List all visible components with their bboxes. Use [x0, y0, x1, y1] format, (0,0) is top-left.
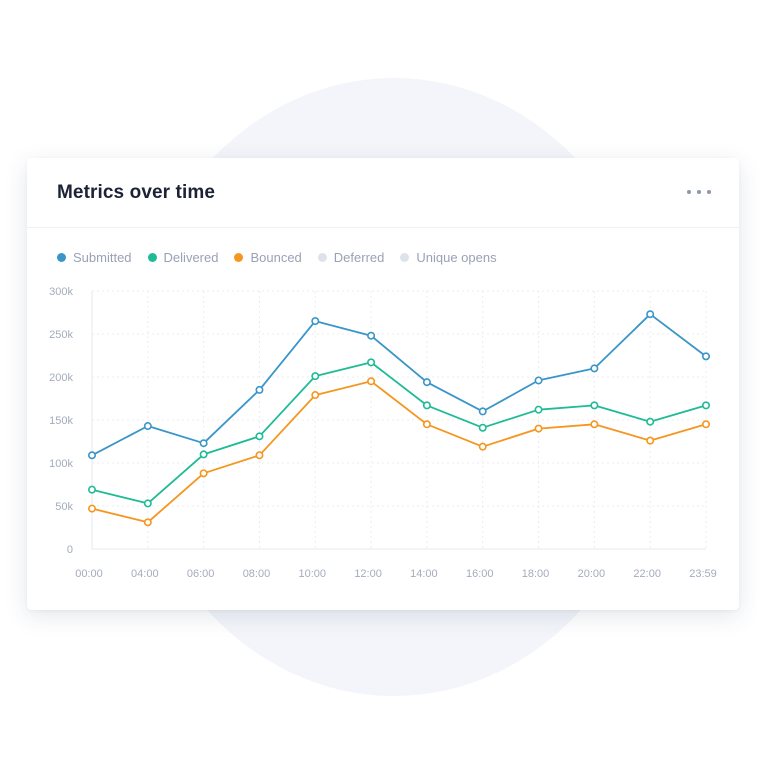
- legend-dot-icon: [147, 253, 157, 262]
- legend-label: Submitted: [73, 250, 132, 265]
- x-tick-label: 18:00: [522, 568, 550, 580]
- data-point[interactable]: [143, 499, 152, 508]
- card-title: Metrics over time: [57, 182, 215, 203]
- data-point[interactable]: [311, 391, 320, 400]
- data-point[interactable]: [143, 422, 152, 431]
- legend-label: Bounced: [250, 250, 302, 265]
- data-point[interactable]: [478, 442, 487, 451]
- more-options-button[interactable]: [687, 186, 711, 198]
- data-point[interactable]: [199, 469, 208, 478]
- data-point[interactable]: [143, 518, 152, 527]
- legend-item-deferred[interactable]: Deferred: [317, 250, 385, 265]
- y-tick-label: 250k: [49, 329, 73, 341]
- data-point[interactable]: [88, 451, 97, 460]
- x-tick-label: 22:00: [633, 568, 661, 580]
- data-point[interactable]: [590, 364, 599, 373]
- data-point[interactable]: [590, 401, 599, 410]
- data-point[interactable]: [199, 450, 208, 459]
- data-point[interactable]: [255, 451, 264, 460]
- more-horizontal-icon-dot: [697, 190, 701, 194]
- data-point[interactable]: [701, 352, 710, 361]
- data-point[interactable]: [646, 436, 655, 445]
- more-horizontal-icon-dot: [707, 190, 711, 194]
- legend-label: Delivered: [163, 250, 219, 265]
- data-point[interactable]: [534, 424, 543, 433]
- x-tick-label: 10:00: [299, 568, 327, 580]
- data-point[interactable]: [367, 377, 376, 386]
- legend-label: Unique opens: [416, 250, 497, 265]
- x-tick-label: 00:00: [75, 568, 103, 580]
- data-point[interactable]: [255, 432, 264, 441]
- data-point[interactable]: [534, 405, 543, 414]
- data-point[interactable]: [367, 358, 376, 367]
- y-tick-label: 200k: [49, 372, 73, 384]
- legend-dot-icon: [317, 253, 327, 262]
- legend-item-unique-opens[interactable]: Unique opens: [400, 250, 497, 265]
- data-point[interactable]: [422, 420, 431, 429]
- data-point[interactable]: [478, 407, 487, 416]
- data-point[interactable]: [88, 485, 97, 494]
- legend-item-bounced[interactable]: Bounced: [234, 250, 302, 265]
- data-point[interactable]: [590, 420, 599, 429]
- y-tick-label: 150k: [49, 415, 73, 427]
- data-point[interactable]: [422, 401, 431, 410]
- data-point[interactable]: [199, 439, 208, 448]
- metrics-card: Metrics over time Submitted Delivered Bo…: [27, 158, 739, 610]
- data-point[interactable]: [646, 310, 655, 319]
- data-point[interactable]: [311, 317, 320, 326]
- data-point[interactable]: [534, 376, 543, 385]
- legend-item-submitted[interactable]: Submitted: [57, 250, 132, 265]
- legend-label: Deferred: [333, 250, 385, 265]
- x-tick-label: 12:00: [354, 568, 382, 580]
- card-header: Metrics over time: [27, 158, 739, 228]
- data-point[interactable]: [422, 378, 431, 387]
- data-point[interactable]: [701, 420, 710, 429]
- x-tick-label: 14:00: [410, 568, 438, 580]
- x-tick-label: 06:00: [187, 568, 215, 580]
- y-tick-label: 300k: [49, 286, 73, 298]
- y-tick-label: 50k: [55, 501, 73, 513]
- series-line-delivered: [91, 361, 707, 505]
- more-horizontal-icon: [687, 190, 691, 194]
- x-tick-label: 08:00: [243, 568, 271, 580]
- legend-dot-icon: [400, 253, 410, 262]
- data-point[interactable]: [88, 504, 97, 513]
- data-point[interactable]: [646, 417, 655, 426]
- data-point[interactable]: [255, 385, 264, 394]
- data-point[interactable]: [367, 331, 376, 340]
- x-tick-label: 20:00: [578, 568, 606, 580]
- series-line-submitted: [91, 313, 707, 457]
- series-line-bounced: [91, 380, 707, 524]
- legend-dot-icon: [234, 253, 244, 262]
- y-tick-label: 0: [67, 544, 73, 556]
- data-point[interactable]: [478, 423, 487, 432]
- legend-item-delivered[interactable]: Delivered: [147, 250, 219, 265]
- chart-legend: Submitted Delivered Bounced Deferred Uni…: [57, 250, 497, 265]
- x-tick-label: 04:00: [131, 568, 159, 580]
- legend-dot-icon: [57, 253, 66, 262]
- y-tick-label: 100k: [49, 458, 73, 470]
- x-tick-label: 23:59: [689, 568, 717, 580]
- x-tick-label: 16:00: [466, 568, 494, 580]
- data-point[interactable]: [311, 372, 320, 381]
- data-point[interactable]: [701, 401, 710, 410]
